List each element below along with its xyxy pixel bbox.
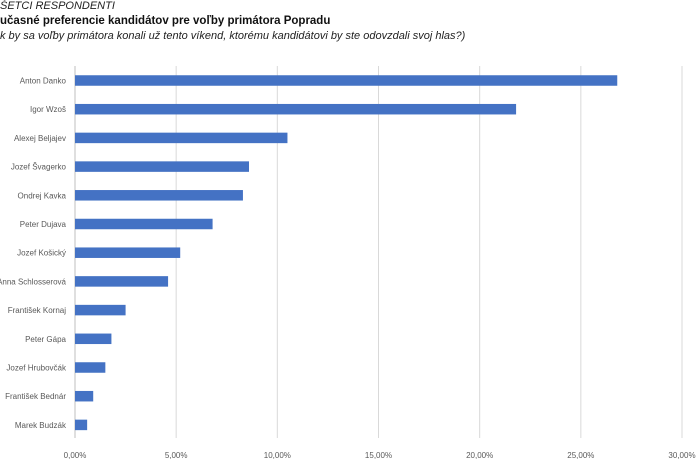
x-tick-label: 5,00% [165,451,188,460]
x-tick-label: 20,00% [466,451,493,460]
x-tick-label: 15,00% [365,451,392,460]
category-label: Jozef Hrubovčák [6,364,67,373]
x-tick-label: 30,00% [668,451,695,460]
bar [75,304,126,316]
category-label: Ondrej Kavka [18,191,67,200]
bar [75,362,106,373]
bar [75,247,181,258]
category-label: Marek Budzák [15,421,67,430]
category-label: Alexej Beljajev [14,134,66,143]
respondents-heading: ŠETCI RESPONDENTI [0,0,115,12]
bar [75,419,88,431]
x-tick-label: 10,00% [264,451,291,460]
bar [75,132,288,144]
category-label: Anna Schlosserová [0,277,67,286]
chart-title: učasné preferencie kandidátov pre voľby … [0,15,331,27]
bar [75,75,618,86]
category-label: František Kornaj [8,306,66,315]
category-label: Anton Danko [20,77,67,86]
category-label: Peter Dujava [20,220,67,229]
bar [75,103,517,115]
bar [75,276,169,287]
category-label: Igor Wzoš [30,105,66,114]
category-label: Jozef Švagerko [11,163,67,172]
bar [75,333,112,345]
chart-question: k by sa voľby primátora konali už tento … [0,30,466,42]
bar [75,190,243,201]
category-label: Jozef Košický [17,249,66,258]
x-tick-label: 0,00% [64,451,87,460]
category-label: Peter Gápa [25,335,66,344]
x-tick-label: 25,00% [567,451,594,460]
bar [75,390,94,402]
category-label: František Bednár [5,392,66,401]
bar [75,161,250,172]
bar [75,218,213,230]
